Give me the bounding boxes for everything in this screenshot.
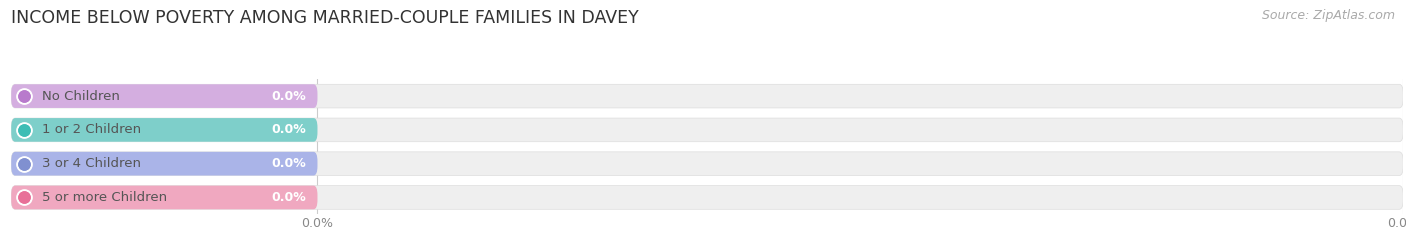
Text: 3 or 4 Children: 3 or 4 Children	[42, 157, 141, 170]
Text: No Children: No Children	[42, 90, 120, 103]
FancyBboxPatch shape	[11, 186, 1403, 209]
Text: 0.0%: 0.0%	[271, 157, 307, 170]
FancyBboxPatch shape	[11, 84, 1403, 108]
Text: 0.0%: 0.0%	[271, 123, 307, 136]
Text: Source: ZipAtlas.com: Source: ZipAtlas.com	[1261, 9, 1395, 22]
Text: 1 or 2 Children: 1 or 2 Children	[42, 123, 141, 136]
Text: INCOME BELOW POVERTY AMONG MARRIED-COUPLE FAMILIES IN DAVEY: INCOME BELOW POVERTY AMONG MARRIED-COUPL…	[11, 9, 638, 27]
Text: 5 or more Children: 5 or more Children	[42, 191, 167, 204]
FancyBboxPatch shape	[11, 152, 318, 175]
Text: 0.0%: 0.0%	[271, 191, 307, 204]
FancyBboxPatch shape	[11, 118, 1403, 142]
FancyBboxPatch shape	[11, 186, 318, 209]
FancyBboxPatch shape	[11, 152, 1403, 175]
Text: 0.0%: 0.0%	[271, 90, 307, 103]
FancyBboxPatch shape	[11, 118, 318, 142]
FancyBboxPatch shape	[11, 84, 318, 108]
